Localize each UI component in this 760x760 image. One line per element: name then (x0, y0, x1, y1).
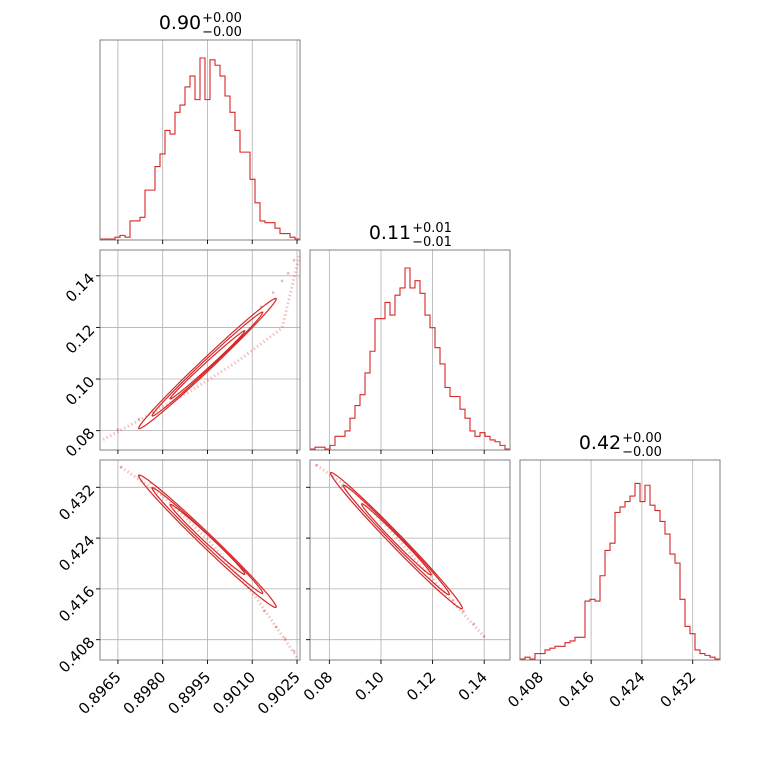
panel-frame (99, 459, 301, 661)
sample-point (482, 635, 486, 638)
grid-lines (310, 460, 510, 660)
y-tick-label: 0.416 (55, 583, 98, 626)
contour-layer (315, 463, 486, 638)
sample-point (340, 484, 344, 488)
y-tick-label: 0.408 (55, 633, 98, 676)
sample-point (286, 271, 290, 275)
panel-frame (519, 459, 721, 661)
sample-point (119, 465, 123, 469)
x-tick-label: 0.8965 (75, 668, 125, 718)
grid-lines (100, 460, 300, 660)
x-tick-label: 0.10 (351, 668, 387, 704)
sample-point (283, 637, 287, 640)
x-tick-label: 0.416 (555, 668, 598, 711)
x-tick-label: 0.8980 (120, 668, 170, 718)
sample-point (315, 463, 318, 467)
title-plus: +0.00 (202, 11, 242, 26)
panel-frame (309, 459, 511, 661)
histogram-panel-p2: 0.408 0.416 0.424 0.432 0.42+0.00 −0.00 (504, 431, 721, 711)
scatter-panel-p0-p1: 0.08 0.10 0.12 0.14 (62, 249, 301, 461)
sample-point (274, 625, 278, 629)
histogram-panel-p0: 0.90+0.00 −0.00 (99, 11, 301, 244)
x-tick-label: 0.12 (403, 668, 439, 704)
marginal-title: 0.42+0.00 −0.00 (579, 431, 662, 460)
contour-level-2 (151, 311, 264, 417)
title-minus: −0.00 (622, 445, 662, 460)
marginal-title: 0.11+0.01 −0.01 (369, 221, 452, 250)
sample-point (137, 417, 141, 421)
contour-level-3 (138, 297, 277, 430)
sample-point (451, 599, 455, 602)
y-tick-label: 0.10 (62, 373, 98, 409)
sample-density-trace (102, 252, 300, 441)
sample-point (472, 622, 476, 626)
sample-density-trace (120, 465, 299, 659)
y-tick-label: 0.12 (62, 321, 98, 357)
sample-point (262, 609, 266, 613)
title-median: 0.42 (579, 432, 621, 454)
sample-point (271, 291, 275, 294)
contour-layer (102, 252, 300, 441)
contour-level-3 (138, 474, 277, 609)
title-minus: −0.00 (202, 25, 242, 40)
histogram-steps (520, 482, 720, 660)
panel-frame (309, 249, 511, 451)
title-plus: +0.00 (622, 431, 662, 446)
y-tick-label: 0.424 (55, 532, 98, 575)
grid-lines (539, 460, 694, 660)
x-tick-label: 0.408 (504, 668, 547, 711)
scatter-panel-p1-p2: 0.08 0.10 0.12 0.14 (300, 459, 511, 704)
sample-density-trace (315, 463, 486, 638)
x-tick-label: 0.9025 (254, 668, 304, 718)
contour-level-3 (329, 471, 463, 610)
x-tick-label: 0.9010 (209, 668, 259, 718)
x-tick-label: 0.424 (606, 668, 649, 711)
grid-lines (100, 250, 300, 450)
sample-point (292, 649, 296, 653)
sample-point (116, 428, 120, 431)
contour-level-2 (151, 487, 264, 595)
x-tick-label: 0.14 (455, 668, 491, 704)
sample-point (280, 279, 284, 283)
sample-point (292, 259, 296, 262)
x-tick-label: 0.432 (656, 668, 699, 711)
grid-lines (328, 250, 485, 450)
histogram-steps (100, 57, 300, 240)
title-median: 0.90 (159, 12, 201, 34)
marginal-title: 0.90+0.00 −0.00 (159, 11, 242, 40)
title-median: 0.11 (369, 222, 411, 244)
panel-frame (99, 39, 301, 241)
y-tick-label: 0.432 (55, 481, 98, 524)
histogram-panel-p1: 0.11+0.01 −0.01 (309, 221, 511, 454)
contour-level-2 (342, 484, 451, 596)
x-tick-label: 0.8995 (164, 668, 214, 718)
grid-lines (117, 40, 298, 240)
sample-point (462, 609, 465, 613)
y-tick-label: 0.08 (62, 424, 98, 460)
x-tick-label: 0.08 (300, 668, 336, 704)
contour-level-1 (169, 330, 246, 400)
panel-frame (99, 249, 301, 451)
title-minus: −0.01 (412, 235, 452, 250)
y-tick-label: 0.14 (62, 269, 98, 305)
histogram-steps (310, 267, 510, 450)
contour-layer (119, 465, 299, 659)
contour-level-1 (360, 503, 432, 576)
title-plus: +0.01 (412, 221, 452, 236)
